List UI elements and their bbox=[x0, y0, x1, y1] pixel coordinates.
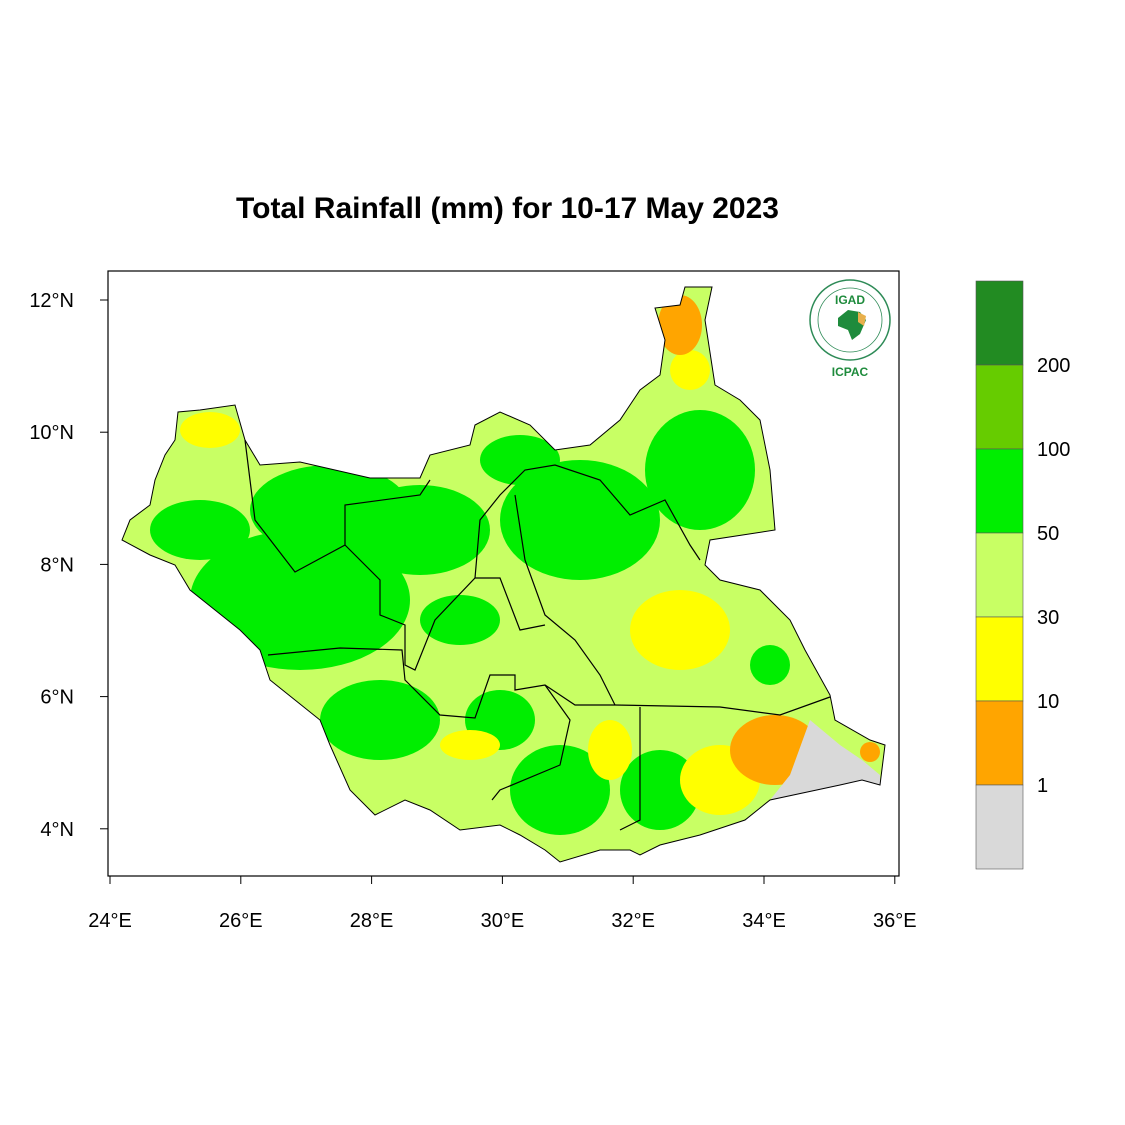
x-tick-label: 26°E bbox=[219, 910, 263, 932]
colorbar-label: 200 bbox=[1037, 355, 1070, 377]
colorbar-swatch bbox=[975, 700, 1024, 786]
logo-top-text: IGAD bbox=[835, 293, 865, 307]
colorbar-label: 10 bbox=[1037, 691, 1059, 713]
logo-bottom-text: ICPAC bbox=[832, 365, 869, 379]
colorbar-label: 100 bbox=[1037, 439, 1070, 461]
state-boundaries bbox=[244, 439, 831, 831]
colorbar-swatch bbox=[975, 364, 1024, 450]
colorbar-swatch bbox=[975, 280, 1024, 366]
y-tick-label: 4°N bbox=[40, 819, 74, 841]
colorbar-swatch bbox=[975, 616, 1024, 702]
colorbar-label: 1 bbox=[1037, 775, 1048, 797]
y-tick-label: 10°N bbox=[29, 422, 74, 444]
x-tick-label: 34°E bbox=[742, 910, 786, 932]
colorbar-label: 30 bbox=[1037, 607, 1059, 629]
icpac-logo: IGAD ICPAC bbox=[809, 279, 891, 379]
rainfall-field bbox=[122, 287, 885, 862]
colorbar-label: 50 bbox=[1037, 523, 1059, 545]
x-tick-label: 28°E bbox=[350, 910, 394, 932]
colorbar-legend: 1 10 30 50 100 200 bbox=[975, 280, 1070, 870]
colorbar-swatch bbox=[975, 532, 1024, 618]
y-tick-label: 8°N bbox=[40, 554, 74, 576]
x-tick-label: 30°E bbox=[481, 910, 525, 932]
y-tick-label: 12°N bbox=[29, 290, 74, 312]
rainfall-below-1-areas bbox=[770, 720, 880, 800]
colorbar-swatch bbox=[975, 448, 1024, 534]
x-tick-label: 36°E bbox=[873, 910, 917, 932]
colorbar-swatch bbox=[975, 784, 1024, 870]
x-tick-label: 32°E bbox=[611, 910, 655, 932]
y-tick-label: 6°N bbox=[40, 687, 74, 709]
x-tick-label: 24°E bbox=[88, 910, 132, 932]
map-title: Total Rainfall (mm) for 10-17 May 2023 bbox=[236, 192, 779, 225]
